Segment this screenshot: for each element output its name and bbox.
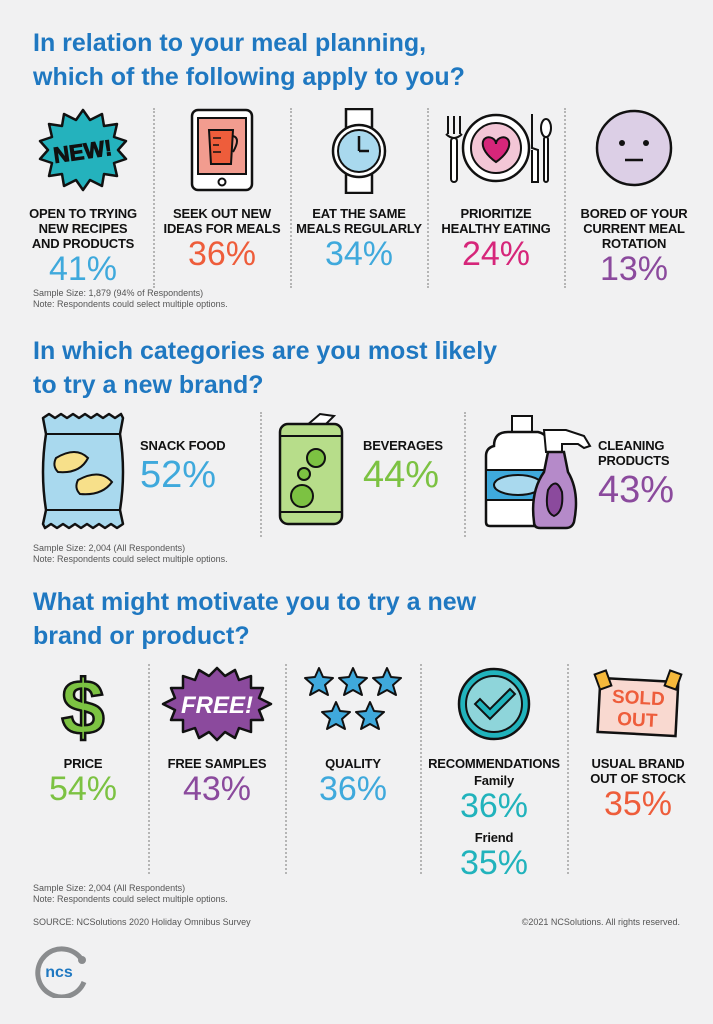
stat-price: $ PRICE 54% [20,666,146,807]
divider [153,108,155,288]
stat-value: 35% [603,785,673,823]
section1-title-line2: which of the following apply to you? [33,63,465,91]
out-text: OUT [617,709,659,732]
sold-out-sign-icon: SOLD OUT [569,666,707,746]
wristwatch-icon [292,108,426,194]
new-badge-icon: NEW! [15,108,151,194]
sold-text: SOLD [611,687,665,711]
checkmark-circle-icon [422,666,566,746]
stat-label: SEEK OUT NEW IDEAS FOR MEALS [163,206,281,236]
neutral-face-icon [566,108,702,194]
stat-value: 36% [318,770,388,808]
family-label: Family [474,773,514,788]
section3-title-line2: brand or product? [33,622,250,650]
divider [567,664,569,874]
stat-same-meals: EAT THE SAME MEALS REGULARLY 34% [292,108,426,272]
divider [427,108,429,288]
heart-plate-icon [429,108,563,194]
stat-healthy-eating: PRIORITIZE HEALTHY EATING 24% [429,108,563,272]
stat-value: 43% [182,770,252,808]
stat-label: OPEN TO TRYING NEW RECIPES AND PRODUCTS [29,206,137,251]
stat-label: SNACK FOOD [140,438,226,453]
stat-label: FREE SAMPLES [167,756,267,771]
section2-title-line1: In which categories are you most likely [33,337,498,365]
stat-value: 36% [187,235,257,273]
family-value: 36% [459,787,529,825]
section2-note: Sample Size: 2,004 (All Respondents) Not… [33,543,228,564]
svg-text:$: $ [61,666,104,744]
stat-label: PRIORITIZE HEALTHY EATING [441,206,551,236]
logo-text: ncs [45,964,73,981]
stat-label: BORED OF YOUR CURRENT MEAL ROTATION [580,206,688,251]
stat-value: 41% [48,250,118,288]
divider [285,664,287,874]
stat-label: CLEANING PRODUCTS [598,438,670,468]
stat-quality: QUALITY 36% [287,666,419,807]
divider [420,664,422,874]
stat-value: 24% [461,235,531,273]
stat-open-to-new: NEW! OPEN TO TRYING NEW RECIPES AND PROD… [15,108,151,287]
section1-title-line1: In relation to your meal planning, [33,29,427,57]
copyright: ©2021 NCSolutions. All rights reserved. [521,917,680,927]
ncs-logo: ncs [30,946,92,998]
dollar-sign-icon: $ [20,666,146,746]
free-badge-text: FREE! [181,692,253,719]
section3-note: Sample Size: 2,004 (All Respondents) Not… [33,883,228,904]
free-burst-icon: FREE! [150,666,284,746]
stat-out-of-stock: SOLD OUT USUAL BRAND OUT OF STOCK 35% [569,666,707,822]
tablet-recipe-icon [155,108,289,194]
stat-label: PRICE [63,756,103,771]
stat-label: BEVERAGES [363,438,443,453]
friend-label: Friend [474,830,514,845]
friend-value: 35% [459,844,529,882]
divider [290,108,292,288]
divider [260,412,262,537]
stat-label: RECOMMENDATIONS [428,756,560,771]
stat-snack-food: SNACK FOOD 52% [140,438,226,497]
stat-label: EAT THE SAME MEALS REGULARLY [296,206,422,236]
stat-free-samples: FREE! FREE SAMPLES 43% [150,666,284,807]
chip-bag-icon [40,412,126,530]
section2-title-line2: to try a new brand? [33,371,264,399]
divider [464,412,466,537]
cleaning-bottles-icon [484,412,592,530]
stat-beverages: BEVERAGES 44% [363,438,443,497]
stat-label: QUALITY [325,756,381,771]
section1-note: Sample Size: 1,879 (94% of Respondents) … [33,288,228,309]
stars-icon [287,666,419,746]
stat-label: USUAL BRAND OUT OF STOCK [590,756,686,786]
source-note: SOURCE: NCSolutions 2020 Holiday Omnibus… [33,917,251,927]
stat-value: 34% [324,235,394,273]
stat-value: 43% [598,469,675,511]
stat-bored-rotation: BORED OF YOUR CURRENT MEAL ROTATION 13% [566,108,702,287]
stat-seek-ideas: SEEK OUT NEW IDEAS FOR MEALS 36% [155,108,289,272]
divider [148,664,150,874]
stat-value: 52% [140,454,217,496]
divider [564,108,566,288]
stat-cleaning: CLEANING PRODUCTS 43% [598,438,674,512]
section3-title-line1: What might motivate you to try a new [33,588,477,616]
soda-can-icon [276,412,346,528]
stat-value: 44% [363,454,440,496]
stat-value: 54% [48,770,118,808]
stat-value: 13% [599,250,669,288]
stat-recommendations: RECOMMENDATIONS Family 36% Friend 35% [422,666,566,881]
